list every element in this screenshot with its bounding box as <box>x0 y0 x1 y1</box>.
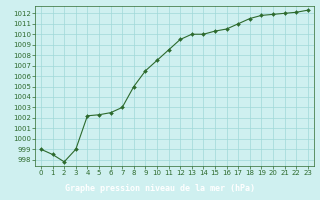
Text: Graphe pression niveau de la mer (hPa): Graphe pression niveau de la mer (hPa) <box>65 184 255 193</box>
